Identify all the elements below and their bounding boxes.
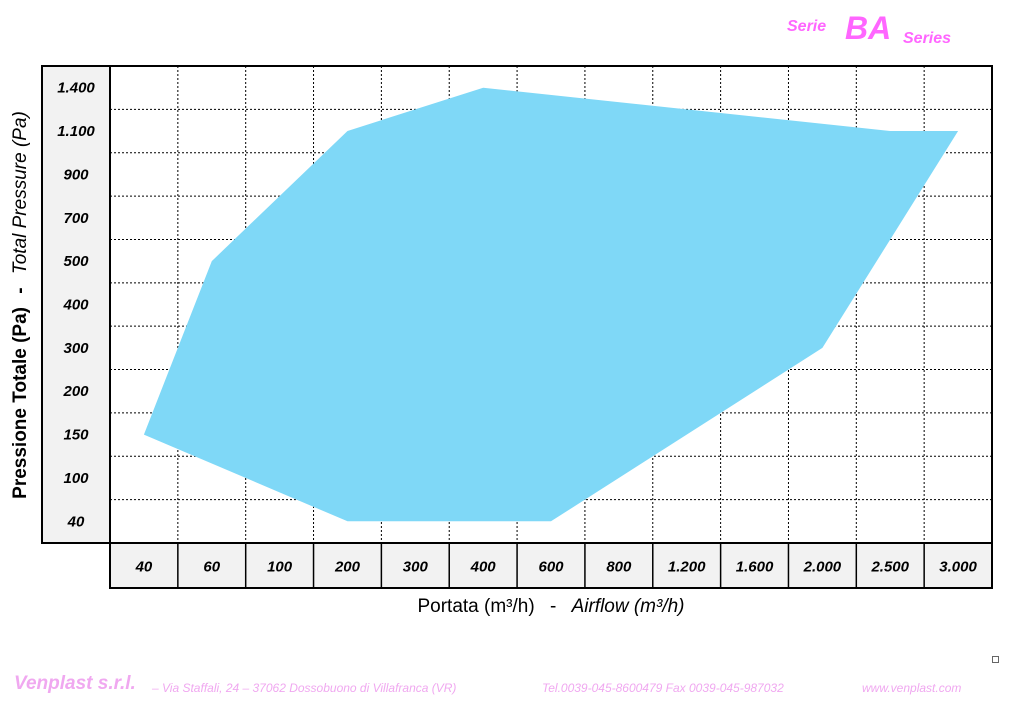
operating-area-layer — [143, 87, 959, 522]
x-tick-label: 3.000 — [939, 559, 977, 576]
x-tick-label: 400 — [470, 559, 497, 576]
y-tick-label: 40 — [67, 513, 85, 530]
footer-address: – Via Staffali, 24 – 37062 Dossobuono di… — [152, 681, 457, 695]
x-tick-label: 1.200 — [668, 559, 706, 576]
y-axis-title-english: Total Pressure (Pa) — [10, 111, 31, 274]
x-tick-label: 100 — [267, 559, 293, 576]
y-tick-label: 1.100 — [57, 123, 95, 140]
y-tick-label: 500 — [63, 253, 89, 270]
series-code: BA — [845, 10, 892, 46]
x-tick-label: 300 — [403, 559, 429, 576]
x-axis-title-italian: Portata (m³/h) — [417, 596, 534, 617]
footer-website[interactable]: www.venplast.com — [862, 681, 962, 695]
x-tick-label: 200 — [334, 559, 361, 576]
y-tick-label: 1.400 — [57, 80, 95, 97]
x-tick-label: 600 — [538, 559, 564, 576]
x-tick-label: 60 — [203, 559, 220, 576]
y-axis-title-separator: - — [10, 287, 31, 293]
x-tick-label: 800 — [606, 559, 632, 576]
operating-range-chart: 40 100 150 200 300 400 500 700 900 1.100 1.400 40 6… — [10, 65, 993, 617]
x-tick-label: 1.600 — [736, 559, 774, 576]
y-axis-title-italian: Pressione Totale (Pa) — [10, 307, 31, 499]
x-axis-title-separator: - — [550, 596, 556, 617]
y-tick-label: 700 — [63, 210, 89, 227]
x-tick-labels: 40 60 100 200 300 400 600 800 1.200 1.600 2.000 2.5… — [135, 559, 978, 576]
y-tick-label: 200 — [62, 383, 89, 400]
operating-area — [143, 87, 959, 522]
y-tick-label: 400 — [62, 297, 89, 314]
x-axis-title: Portata (m³/h) - Airflow (m³/h) — [417, 596, 684, 617]
y-axis-title: Pressione Totale (Pa) - Total Pressure (… — [10, 111, 31, 499]
series-word-serie: Serie — [787, 18, 827, 35]
x-label-row — [110, 543, 992, 588]
y-tick-label: 300 — [63, 340, 89, 357]
y-tick-labels: 40 100 150 200 300 400 500 700 900 1.100 1.400 — [57, 80, 95, 531]
y-tick-label: 150 — [63, 427, 89, 444]
y-tick-label: 100 — [63, 470, 89, 487]
small-box-marker — [992, 656, 999, 663]
chart-frame — [41, 65, 993, 589]
x-tick-label: 2.500 — [870, 559, 909, 576]
y-column-border — [41, 65, 111, 544]
series-word-series: Series — [903, 30, 952, 47]
x-tick-label: 40 — [135, 559, 153, 576]
y-label-column — [42, 66, 110, 543]
x-row-border — [109, 542, 993, 589]
footer-company: Venplast s.r.l. — [14, 673, 136, 694]
y-tick-label: 900 — [63, 166, 89, 183]
footer-phone-fax: Tel.0039-045-8600479 Fax 0039-045-987032 — [542, 681, 784, 695]
x-axis-title-english: Airflow (m³/h) — [571, 596, 685, 617]
x-tick-label: 2.000 — [803, 559, 842, 576]
